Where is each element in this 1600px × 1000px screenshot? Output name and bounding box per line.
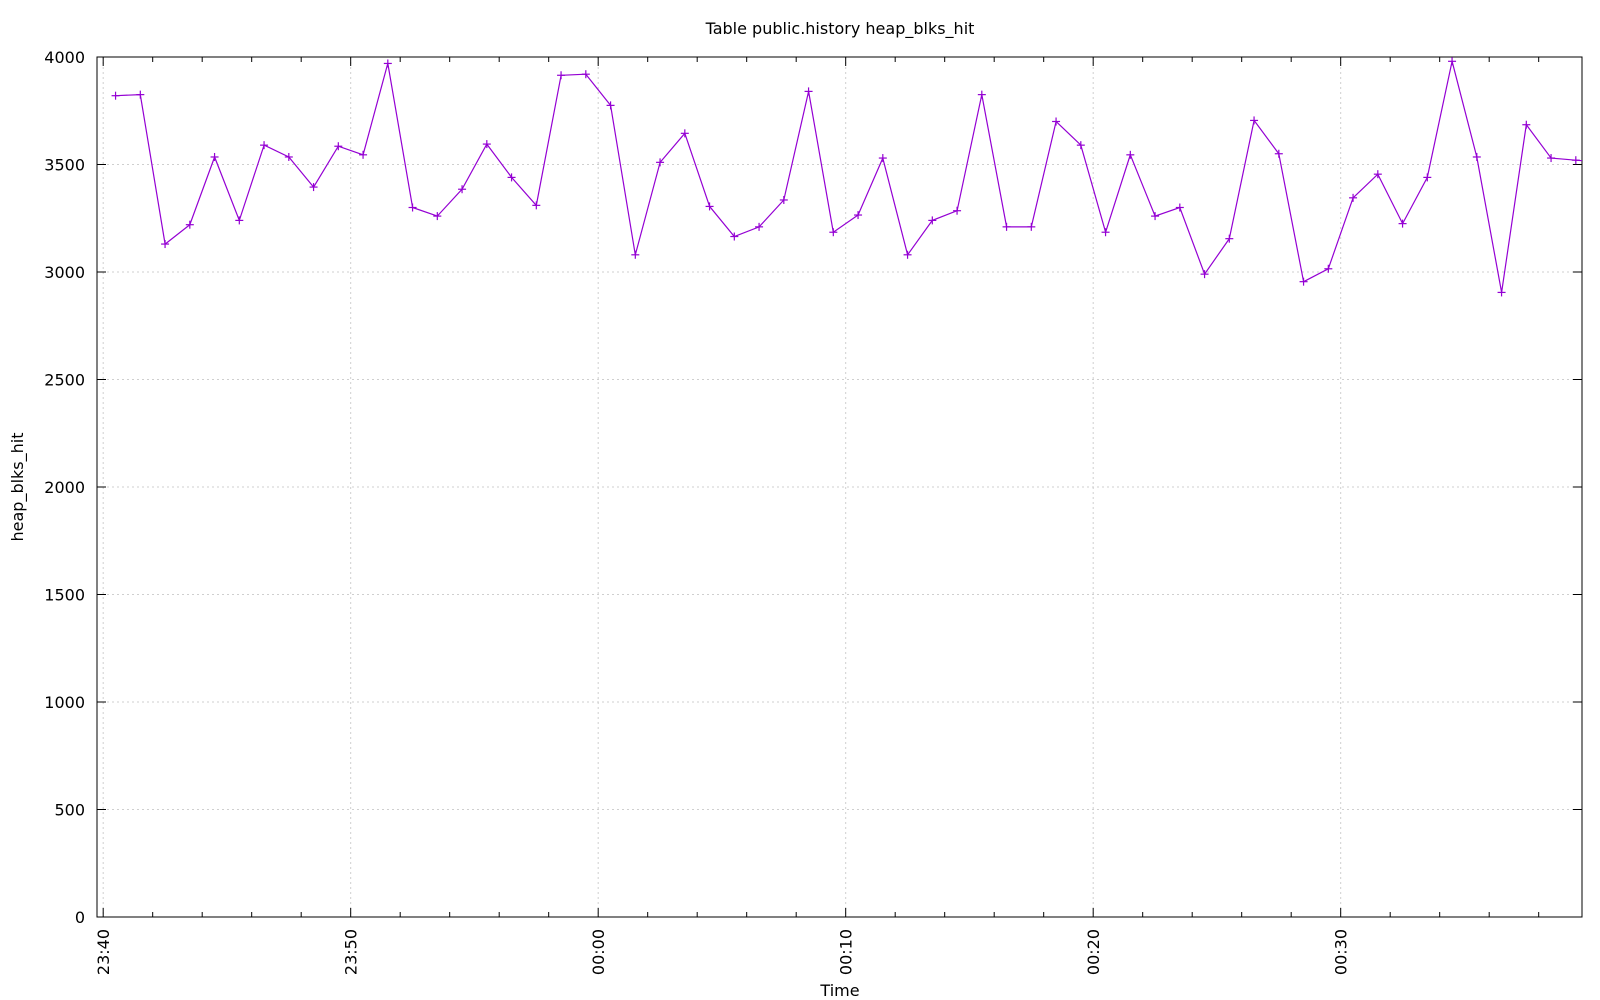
data-point: [185, 220, 194, 229]
data-point: [1472, 152, 1481, 161]
data-point: [408, 203, 417, 212]
data-point: [1101, 228, 1110, 237]
data-point: [383, 59, 392, 68]
data-point: [804, 87, 813, 96]
data-point: [1225, 234, 1234, 243]
data-point: [1324, 264, 1333, 273]
x-tick-label: 00:30: [1332, 929, 1351, 975]
x-tick-label: 00:00: [589, 929, 608, 975]
data-point: [260, 141, 269, 150]
data-point: [1373, 170, 1382, 179]
x-tick-label: 23:40: [94, 929, 113, 975]
y-tick-label: 0: [75, 908, 85, 927]
data-point: [730, 232, 739, 241]
data-point: [656, 158, 665, 167]
data-point: [482, 140, 491, 149]
data-point: [1151, 212, 1160, 221]
data-point: [1547, 154, 1556, 163]
x-tick-label: 00:10: [837, 929, 856, 975]
data-point: [1076, 141, 1085, 150]
y-tick-label: 500: [54, 801, 85, 820]
y-tick-label: 4000: [44, 48, 85, 67]
data-point: [1448, 57, 1457, 66]
data-point: [557, 71, 566, 80]
data-point: [458, 185, 467, 194]
y-axis-title: heap_blks_hit: [8, 432, 28, 541]
data-point: [1423, 173, 1432, 182]
y-tick-label: 3000: [44, 263, 85, 282]
data-point: [507, 173, 516, 182]
data-point: [1175, 203, 1184, 212]
data-point: [977, 90, 986, 99]
data-point: [928, 216, 937, 225]
data-point: [235, 216, 244, 225]
data-point: [334, 142, 343, 151]
data-point: [136, 90, 145, 99]
plot-frame: [96, 56, 1583, 918]
data-point: [1299, 277, 1308, 286]
y-tick-label: 2000: [44, 478, 85, 497]
axes: 0 500 1000 1500 2000 2500 3000 3500 4000 23:40 23:…: [44, 48, 1583, 975]
data-point: [705, 202, 714, 211]
data-point: [631, 250, 640, 259]
data-point: [532, 201, 541, 210]
x-axis-title: Time: [819, 981, 859, 1000]
y-tick-label: 2500: [44, 371, 85, 390]
data-point: [953, 206, 962, 215]
data-point: [1522, 120, 1531, 129]
data-point: [284, 152, 293, 161]
data-point: [779, 195, 788, 204]
data-point: [1497, 288, 1506, 297]
data-point: [1398, 219, 1407, 228]
data-point: [581, 70, 590, 79]
data-point: [1274, 149, 1283, 158]
x-tick-label: 00:20: [1084, 929, 1103, 975]
data-point: [903, 250, 912, 259]
y-tick-label: 1500: [44, 586, 85, 605]
data-point: [854, 211, 863, 220]
data-point: [309, 183, 318, 192]
data-point: [1126, 150, 1135, 159]
data-point: [1052, 117, 1061, 126]
data-point: [755, 222, 764, 231]
data-point: [210, 152, 219, 161]
grid: [97, 57, 1582, 917]
data-point: [1349, 193, 1358, 202]
data-point: [359, 150, 368, 159]
data-point: [1027, 222, 1036, 231]
data-point: [433, 212, 442, 221]
series-layer: [111, 57, 1583, 297]
data-point: [1571, 156, 1580, 165]
data-point: [161, 240, 170, 249]
series-line: [115, 61, 1583, 293]
data-point: [1200, 270, 1209, 279]
data-point: [1250, 116, 1259, 125]
x-tick-label: 23:50: [342, 929, 361, 975]
y-tick-label: 1000: [44, 693, 85, 712]
chart-title: Table public.history heap_blks_hit: [705, 19, 975, 39]
data-point: [606, 101, 615, 110]
data-point: [878, 154, 887, 163]
data-point: [1002, 222, 1011, 231]
data-point: [111, 91, 120, 100]
data-point: [680, 129, 689, 138]
y-tick-label: 3500: [44, 156, 85, 175]
data-point: [829, 228, 838, 237]
